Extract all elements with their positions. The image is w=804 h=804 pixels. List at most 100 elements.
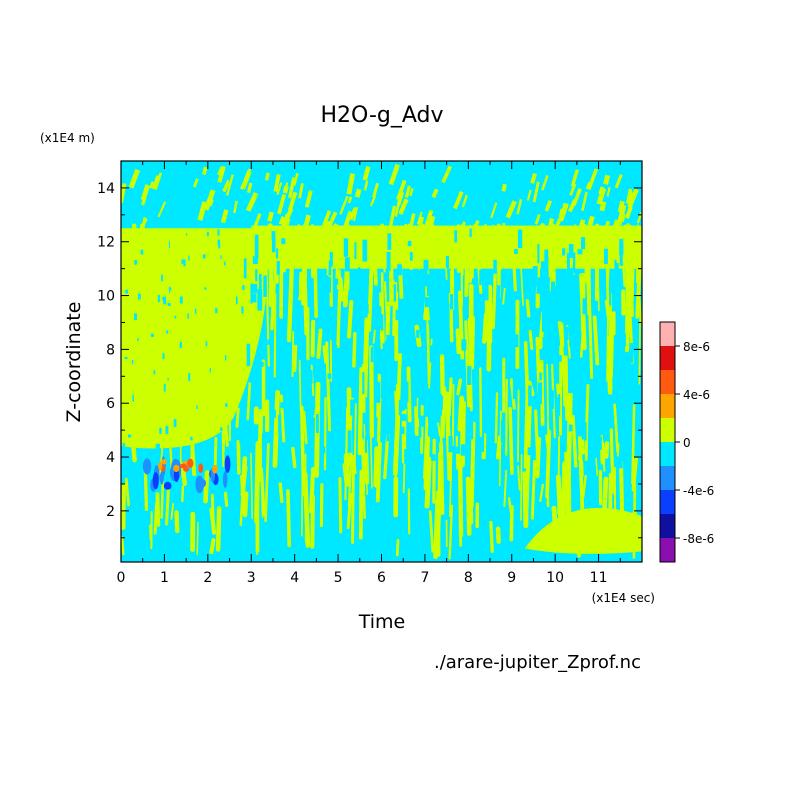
y-tick-label: 2: [106, 504, 115, 520]
field-hole: [557, 355, 562, 362]
field-streak: [264, 442, 270, 523]
field-texture: [121, 163, 642, 560]
top-stripe: [596, 187, 607, 205]
top-stripe: [394, 196, 402, 217]
field-hole: [513, 334, 519, 348]
field-hole: [591, 443, 596, 455]
field-streak: [121, 536, 125, 556]
field-hole: [411, 310, 414, 327]
field-hole: [239, 437, 241, 444]
top-stripe: [233, 200, 238, 214]
top-stripe: [140, 184, 151, 201]
field-hole: [469, 228, 472, 238]
field-hole: [179, 341, 182, 349]
field-hole: [135, 262, 137, 265]
field-hole: [401, 413, 407, 421]
field-hole: [473, 378, 479, 385]
field-streak: [577, 436, 585, 520]
field-streak: [606, 319, 609, 382]
field-streak: [604, 441, 610, 459]
field-hole: [577, 249, 583, 255]
top-stripe: [202, 166, 208, 175]
colorbar-segment: [660, 394, 675, 418]
top-stripe: [128, 168, 141, 189]
field-hole: [223, 261, 226, 266]
field-hole: [517, 229, 523, 249]
field-streak: [259, 467, 266, 517]
y-tick-label: 8: [106, 342, 115, 358]
field-streak: [525, 299, 531, 318]
field-streak: [522, 471, 529, 529]
top-stripe: [603, 174, 611, 185]
field-streak: [373, 446, 379, 488]
field-hole: [373, 362, 378, 375]
field-streak: [323, 397, 327, 471]
field-hole: [124, 356, 128, 360]
field-hole: [429, 345, 434, 363]
field-hole: [311, 395, 315, 410]
field-hole: [531, 284, 537, 291]
field-hole: [549, 390, 554, 409]
field-streak: [196, 522, 199, 556]
field-hole: [134, 313, 137, 321]
colorbar-segment: [660, 322, 675, 346]
field-hole: [241, 306, 244, 314]
field-hole: [309, 369, 313, 384]
colorbar-segment: [660, 490, 675, 514]
colorbar-tick-label: 0: [683, 436, 691, 450]
x-axis: 0 1 2 3 4 5 6 7 8 9 10 11: [117, 161, 621, 586]
field-streak: [607, 305, 615, 379]
field-hole: [467, 366, 472, 385]
field-hole: [537, 382, 543, 405]
field-streak: [322, 345, 329, 364]
field-hole: [165, 426, 169, 434]
field-hole: [570, 267, 574, 280]
top-stripe: [627, 188, 639, 208]
field-streak: [209, 507, 217, 535]
field-hole: [276, 260, 280, 275]
negative-patch: [163, 481, 172, 490]
field-streak: [426, 323, 431, 377]
field-streak: [272, 390, 280, 468]
x-tick-label: 2: [203, 570, 212, 586]
field-streak: [528, 329, 534, 350]
field-hole: [122, 442, 126, 451]
field-streak: [571, 414, 578, 468]
field-hole: [252, 293, 257, 303]
field-streak: [242, 491, 249, 518]
field-hole: [439, 394, 442, 416]
field-streak: [310, 494, 315, 549]
y-tick-label: 6: [106, 396, 115, 412]
field-streak: [539, 483, 544, 502]
top-stripe: [246, 182, 253, 193]
colorbar-tick-label: 4e-6: [683, 388, 710, 402]
positive-patch: [173, 464, 180, 473]
top-stripe: [347, 196, 353, 204]
field-hole: [257, 289, 263, 311]
field-hole: [536, 277, 541, 294]
field-hole: [263, 275, 267, 297]
field-hole: [365, 303, 369, 315]
field-streak: [310, 319, 316, 358]
top-stripe: [614, 173, 623, 189]
field-hole: [431, 454, 436, 461]
field-hole: [159, 427, 162, 434]
field-hole: [258, 273, 262, 297]
field-hole: [163, 383, 166, 392]
top-stripe: [441, 165, 452, 184]
top-stripe: [140, 217, 147, 237]
top-stripe: [427, 215, 436, 230]
field-streak: [286, 489, 292, 548]
colorbar-segment: [660, 442, 675, 466]
top-stripe: [267, 211, 274, 222]
field-hole: [271, 236, 276, 253]
field-hole: [173, 419, 177, 428]
field-streak: [451, 383, 455, 446]
field-hole: [528, 276, 534, 283]
field-hole: [183, 259, 186, 267]
field-streak: [520, 454, 523, 521]
field-streak: [588, 308, 594, 380]
field-streak: [503, 469, 508, 507]
top-stripe: [526, 189, 532, 201]
top-stripe: [298, 183, 304, 199]
